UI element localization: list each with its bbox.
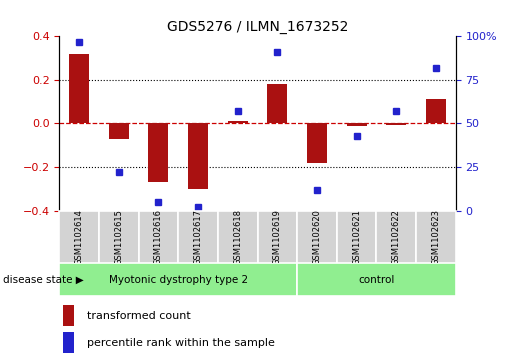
Text: transformed count: transformed count (87, 311, 191, 321)
Bar (297, 263, 456, 296)
Text: GSM1102619: GSM1102619 (273, 209, 282, 265)
Bar (307, 123, 327, 163)
Text: GSM1102617: GSM1102617 (194, 209, 202, 265)
Bar (69, 54, 89, 123)
Bar (109, 123, 129, 139)
Text: disease state ▶: disease state ▶ (3, 274, 83, 285)
Bar (59, 211, 99, 263)
Title: GDS5276 / ILMN_1673252: GDS5276 / ILMN_1673252 (167, 20, 348, 34)
Text: GSM1102623: GSM1102623 (432, 209, 440, 265)
Text: GSM1102622: GSM1102622 (392, 209, 401, 265)
Bar (178, 211, 218, 263)
Bar (258, 211, 297, 263)
Text: GSM1102620: GSM1102620 (313, 209, 321, 265)
Bar (218, 211, 258, 263)
Text: GSM1102614: GSM1102614 (75, 209, 83, 265)
Bar (297, 211, 337, 263)
Text: GSM1102618: GSM1102618 (233, 209, 242, 265)
Text: GSM1102621: GSM1102621 (352, 209, 361, 265)
Text: GSM1102616: GSM1102616 (154, 209, 163, 265)
Bar (188, 123, 208, 189)
Bar (337, 211, 376, 263)
Bar (63, 306, 74, 326)
Bar (416, 211, 456, 263)
Text: control: control (358, 274, 394, 285)
Text: percentile rank within the sample: percentile rank within the sample (87, 338, 275, 348)
Bar (139, 211, 178, 263)
Bar (63, 333, 74, 354)
Bar (148, 123, 168, 182)
Text: Myotonic dystrophy type 2: Myotonic dystrophy type 2 (109, 274, 248, 285)
Text: GSM1102615: GSM1102615 (114, 209, 123, 265)
Bar (59, 263, 297, 296)
Bar (426, 99, 446, 123)
Bar (267, 84, 287, 123)
Bar (386, 123, 406, 125)
Bar (228, 121, 248, 123)
Bar (376, 211, 416, 263)
Bar (347, 123, 367, 126)
Bar (99, 211, 139, 263)
